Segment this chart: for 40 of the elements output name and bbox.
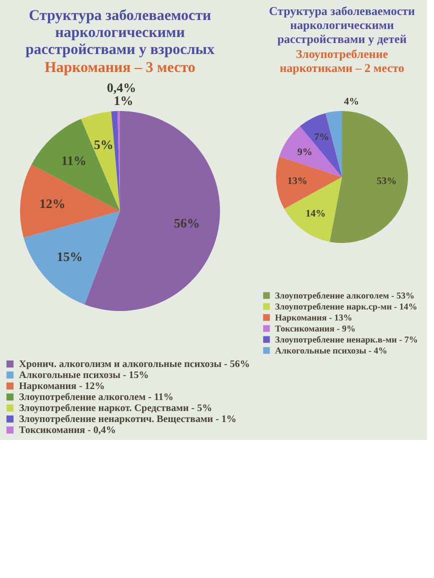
chart-title: Структура заболеваемости наркологическими расстройствами у взрослых [26,8,215,58]
legend-label: Алкогольные психозы - 15% [19,370,149,381]
legend-label: Хронич. алкоголизм и алкогольные психозы - 56% [19,359,250,370]
legend-label: Токсикомания - 0,4% [19,425,116,436]
data-label: 13% [287,176,308,188]
pie-slice [20,164,120,238]
chart-title: Структура заболеваемости наркологическими расстройствами у детей [269,4,416,46]
data-label: 15% [56,248,83,264]
legend-label: Злоупотребление нарк.ср-ми - 14% [275,302,418,312]
legend-label: Алкогольные психозы - 4% [275,346,388,356]
data-label: 7% [314,132,330,144]
pie-slice [276,156,342,209]
data-label: 53% [376,176,397,188]
legend-label: Злоупотребление ненарк.в-ми - 7% [275,334,418,344]
pie-slice [84,111,220,311]
data-label: 4% [344,96,360,108]
data-label: 56% [174,215,200,230]
pie-slice [284,177,342,242]
legend-label: Токсикомания - 9% [275,324,356,334]
pie-slice [330,111,408,243]
data-label: 1% [114,93,134,108]
legend-label: Злоупотребление алкоголем - 11% [19,392,174,403]
chart-subtitle: Наркомания – 3 место [44,60,196,76]
pie-slice [111,111,120,211]
legend-label: Злоупотребление ненаркотич. Веществами - 1% [19,414,236,425]
data-label: 12% [39,196,66,211]
pie-slice [300,113,342,177]
data-label: 9% [297,146,312,158]
legend-label: Наркомания - 12% [19,381,105,392]
chart-subtitle: Злоупотребление наркотиками – 2 место [280,47,404,75]
data-label: 14% [306,208,326,220]
data-label: 11% [61,153,87,168]
data-label: 5% [94,137,114,152]
pie-slice [24,211,120,304]
legend-label: Наркомания - 13% [275,312,352,322]
legend-label: Злоупотребление наркот. Средствами - 5% [19,403,212,414]
data-label: 0,4% [106,80,136,96]
pie-slice [31,118,120,211]
legend-label: Злоупотребление алкоголем - 53% [275,290,414,300]
pie-slice [279,126,342,177]
